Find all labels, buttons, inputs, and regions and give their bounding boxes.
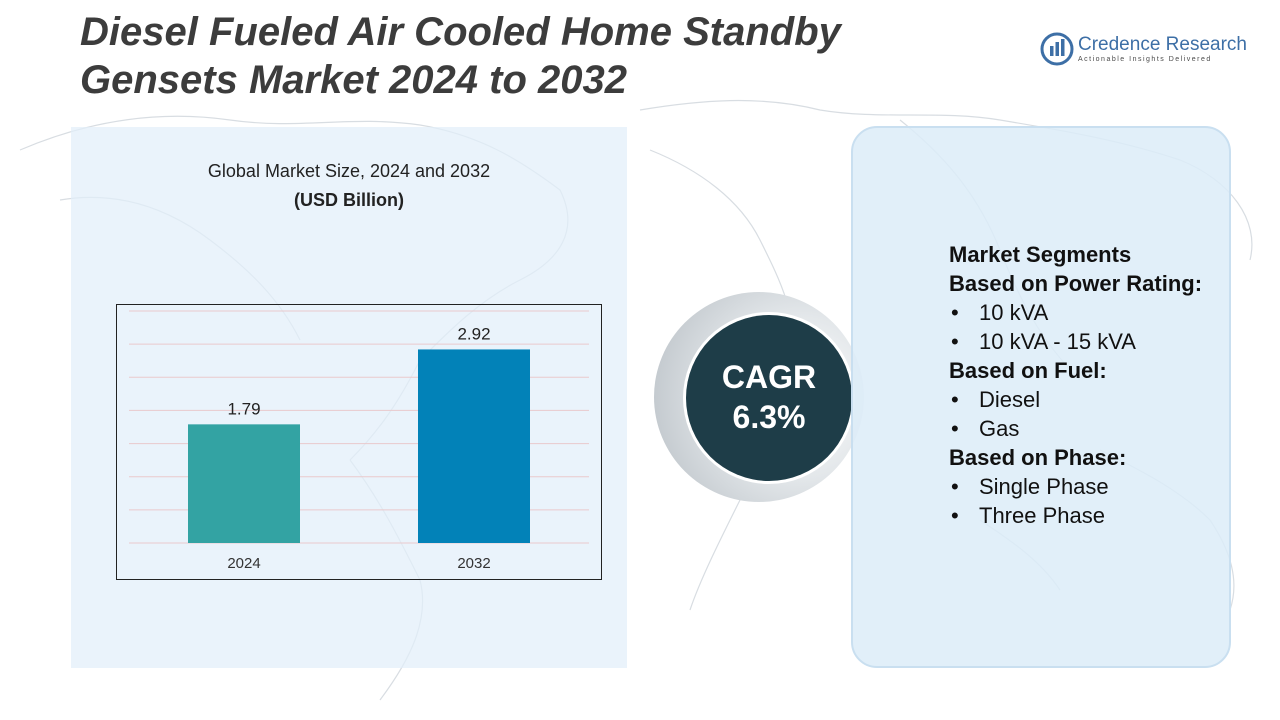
- segment-group-title: Based on Fuel:: [949, 358, 1107, 383]
- bar-2024: [188, 424, 300, 543]
- segment-item: Diesel: [949, 385, 1239, 414]
- company-logo: Credence Research Actionable Insights De…: [1040, 30, 1260, 70]
- segment-group-title: Based on Power Rating:: [949, 271, 1203, 296]
- segment-item: 10 kVA: [949, 298, 1239, 327]
- segments-heading: Market Segments: [949, 242, 1132, 267]
- segment-item: Three Phase: [949, 501, 1239, 530]
- segment-item: 10 kVA - 15 kVA: [949, 327, 1239, 356]
- x-tick-label-2024: 2024: [227, 555, 260, 572]
- cagr-badge: CAGR 6.3%: [686, 315, 852, 481]
- segment-group-title: Based on Phase:: [949, 445, 1127, 470]
- bar-chart-frame: 1.79 2024 2.92 2032: [116, 304, 602, 580]
- chart-subtitle: (USD Billion): [294, 190, 404, 210]
- bar-chart-logo-icon: [1040, 32, 1074, 66]
- segment-item: Single Phase: [949, 472, 1239, 501]
- cagr-label: CAGR: [721, 359, 817, 395]
- segments-panel: Market Segments Based on Power Rating: 1…: [851, 126, 1231, 668]
- logo-tagline: Actionable Insights Delivered: [1078, 56, 1212, 63]
- bar-chart: 1.79 2024 2.92 2032: [129, 310, 589, 572]
- bar-2032: [418, 349, 530, 543]
- page-title: Diesel Fueled Air Cooled Home Standby Ge…: [80, 10, 841, 102]
- x-tick-label-2032: 2032: [457, 555, 490, 572]
- data-label-2032: 2.92: [457, 324, 490, 343]
- segment-group-fuel: Based on Fuel: Diesel Gas: [949, 356, 1239, 443]
- data-label-2024: 1.79: [227, 399, 260, 418]
- segment-item: Gas: [949, 414, 1239, 443]
- segment-group-phase: Based on Phase: Single Phase Three Phase: [949, 443, 1239, 530]
- segment-group-power-rating: Based on Power Rating: 10 kVA 10 kVA - 1…: [949, 269, 1239, 356]
- chart-title: Global Market Size, 2024 and 2032: [207, 161, 491, 181]
- market-size-panel: Global Market Size, 2024 and 2032 (USD B…: [71, 127, 627, 668]
- cagr-value: 6.3%: [732, 399, 806, 435]
- logo-name: Credence Research: [1078, 34, 1247, 55]
- segments-list: Market Segments Based on Power Rating: 1…: [949, 240, 1239, 530]
